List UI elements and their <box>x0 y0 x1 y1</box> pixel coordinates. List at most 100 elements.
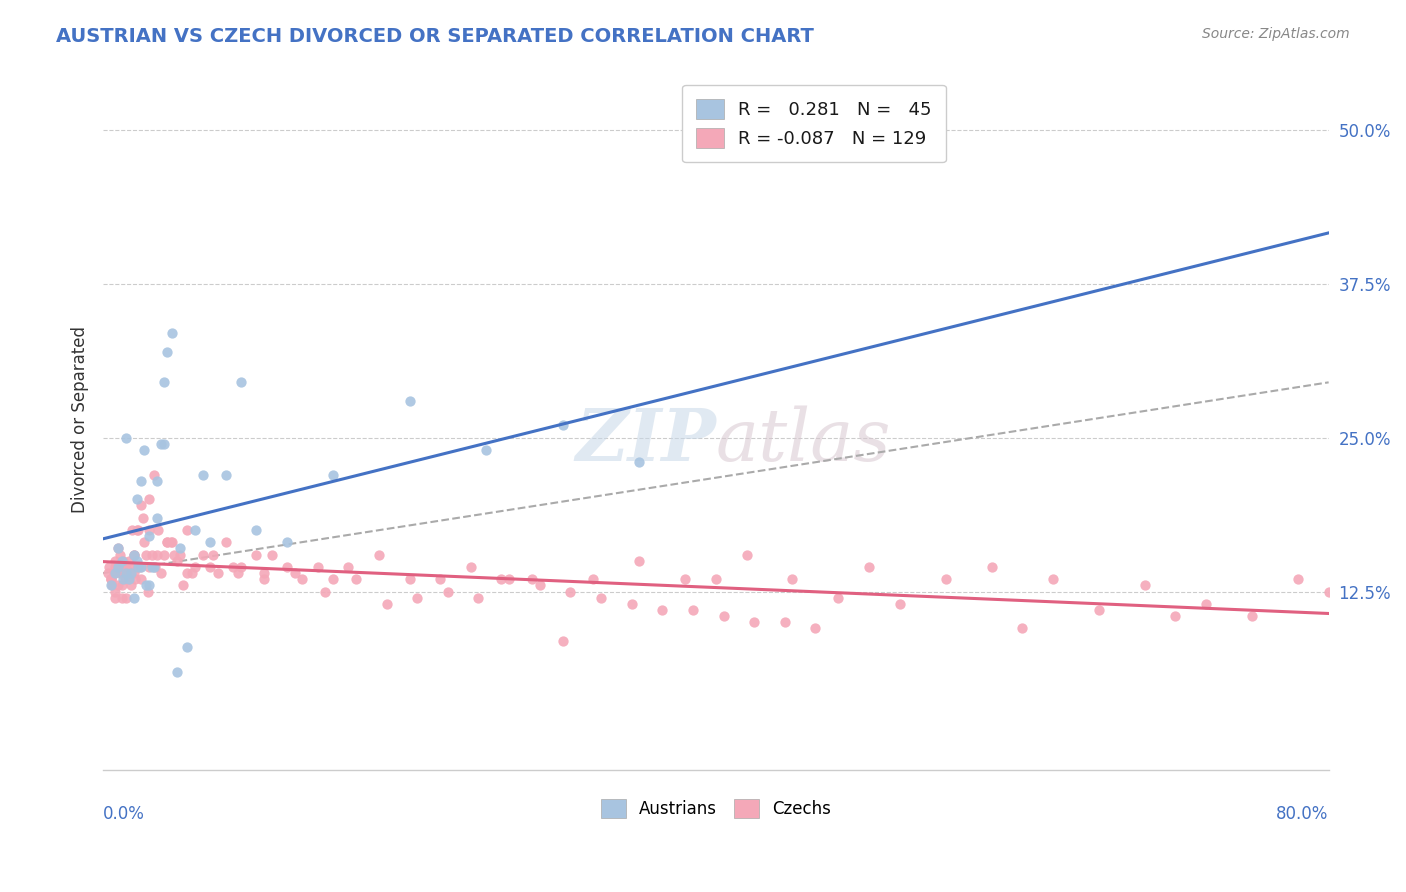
Point <box>131 499 153 513</box>
Point <box>110 554 132 568</box>
Point <box>120 566 142 580</box>
Point <box>107 560 129 574</box>
Point <box>131 560 153 574</box>
Point <box>132 510 155 524</box>
Point <box>889 597 911 611</box>
Point <box>112 566 135 580</box>
Point <box>782 572 804 586</box>
Point <box>115 560 138 574</box>
Point <box>1011 622 1033 636</box>
Point <box>103 566 125 580</box>
Legend: Austrians, Czechs: Austrians, Czechs <box>595 793 838 825</box>
Point <box>150 437 173 451</box>
Point <box>100 578 122 592</box>
Point <box>184 523 207 537</box>
Point <box>520 572 543 586</box>
Point <box>122 591 145 605</box>
Point <box>166 554 188 568</box>
Point <box>104 584 127 599</box>
Point <box>491 572 513 586</box>
Point <box>160 326 183 340</box>
Point <box>131 474 153 488</box>
Point <box>337 560 360 574</box>
Point <box>160 535 183 549</box>
Point <box>176 523 198 537</box>
Point <box>628 554 651 568</box>
Point <box>406 591 429 605</box>
Point <box>120 560 142 574</box>
Point <box>122 566 145 580</box>
Point <box>1164 609 1187 624</box>
Point <box>529 578 551 592</box>
Point <box>191 548 214 562</box>
Point <box>153 548 176 562</box>
Point <box>107 560 129 574</box>
Point <box>108 566 131 580</box>
Point <box>143 560 166 574</box>
Point <box>100 572 122 586</box>
Point <box>162 548 184 562</box>
Point <box>1133 578 1156 592</box>
Point <box>229 376 252 390</box>
Point <box>117 572 139 586</box>
Point <box>110 591 132 605</box>
Point <box>673 572 696 586</box>
Point <box>858 560 880 574</box>
Point <box>138 560 160 574</box>
Point <box>148 523 170 537</box>
Point <box>104 566 127 580</box>
Point <box>115 431 138 445</box>
Point <box>253 566 276 580</box>
Point <box>628 455 651 469</box>
Point <box>107 578 129 592</box>
Point <box>551 633 574 648</box>
Point <box>291 572 314 586</box>
Point <box>135 548 157 562</box>
Point <box>651 603 673 617</box>
Point <box>97 566 120 580</box>
Text: 80.0%: 80.0% <box>1277 805 1329 823</box>
Point <box>215 467 238 482</box>
Point <box>935 572 957 586</box>
Point <box>142 560 165 574</box>
Point <box>122 548 145 562</box>
Point <box>398 572 420 586</box>
Point <box>127 560 149 574</box>
Point <box>226 566 249 580</box>
Y-axis label: Divorced or Separated: Divorced or Separated <box>72 326 89 513</box>
Point <box>101 578 124 592</box>
Point <box>141 548 163 562</box>
Text: atlas: atlas <box>716 405 891 475</box>
Point <box>176 566 198 580</box>
Point <box>804 622 827 636</box>
Point <box>1088 603 1111 617</box>
Point <box>429 572 451 586</box>
Point <box>276 535 298 549</box>
Point <box>245 548 267 562</box>
Point <box>682 603 704 617</box>
Point <box>314 584 336 599</box>
Point <box>156 535 179 549</box>
Point <box>118 572 141 586</box>
Point <box>115 566 138 580</box>
Point <box>344 572 367 586</box>
Point <box>827 591 849 605</box>
Point <box>200 560 222 574</box>
Point <box>145 510 167 524</box>
Text: ZIP: ZIP <box>575 405 716 475</box>
Point <box>159 535 181 549</box>
Point <box>307 560 329 574</box>
Point <box>105 560 128 574</box>
Point <box>145 474 167 488</box>
Point <box>176 640 198 654</box>
Point <box>104 560 127 574</box>
Point <box>1241 609 1264 624</box>
Point <box>184 560 207 574</box>
Point <box>110 560 132 574</box>
Point <box>100 572 122 586</box>
Point <box>107 541 129 556</box>
Point <box>284 566 307 580</box>
Point <box>112 572 135 586</box>
Point <box>125 560 148 574</box>
Point <box>181 566 204 580</box>
